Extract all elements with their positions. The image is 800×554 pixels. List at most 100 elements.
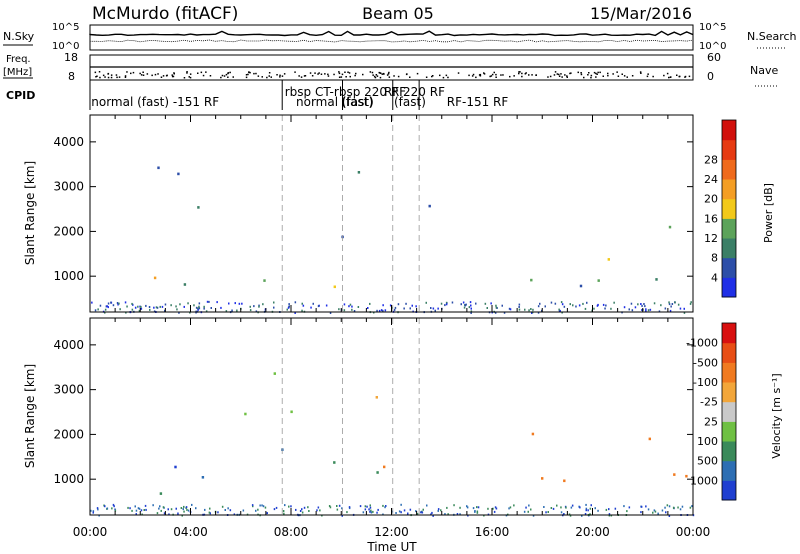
nsky-line <box>89 30 694 37</box>
nsky-trace <box>89 30 694 43</box>
echo-cell <box>369 302 371 305</box>
nave-point <box>556 73 559 75</box>
freq-tick-high: 18 <box>64 51 78 64</box>
echo-cell <box>284 504 286 507</box>
echo-cell <box>445 301 448 304</box>
nave-point <box>521 72 523 75</box>
nave-point <box>189 73 192 75</box>
beam-title: Beam 05 <box>362 4 434 23</box>
nave-point <box>647 73 649 75</box>
echo-cell <box>394 306 397 309</box>
nave-point <box>679 75 681 78</box>
echo-cell <box>494 311 497 314</box>
nave-point <box>493 71 495 74</box>
echo-cell <box>370 511 373 514</box>
nave-point <box>245 74 248 76</box>
nave-point <box>547 76 549 78</box>
nave-point <box>554 71 557 73</box>
nave-point <box>639 71 642 73</box>
echo-cell <box>582 302 584 305</box>
nave-point <box>255 72 257 75</box>
echo-cell <box>105 305 108 308</box>
colorbar-tick-label: 8 <box>711 252 718 265</box>
echo-cell <box>329 312 332 314</box>
echo-cell <box>571 504 574 507</box>
echo-cell <box>203 305 205 308</box>
echo-cell <box>301 302 303 305</box>
echo-cell <box>104 505 106 508</box>
echo-cell <box>501 304 503 307</box>
echo-cell <box>177 512 179 515</box>
echo-cell <box>384 506 386 509</box>
nave-point <box>281 75 284 77</box>
echo-cell <box>456 513 459 515</box>
echo-cell <box>422 508 424 511</box>
echo-cell <box>668 301 670 304</box>
echo-cell <box>319 509 321 512</box>
nave-point <box>564 74 566 76</box>
echo-cell <box>407 512 409 515</box>
colorbar-segment <box>722 179 736 200</box>
echo-cell <box>608 513 611 516</box>
nave-point <box>154 73 157 76</box>
echo-cell <box>249 309 252 312</box>
colorbar-segment <box>722 218 736 239</box>
colorbar-segment <box>722 323 736 344</box>
nave-point <box>142 74 145 76</box>
echo-cell <box>351 305 353 308</box>
echo-cell <box>198 305 200 308</box>
nave-point <box>416 72 419 75</box>
y-tick-label: 2000 <box>53 427 84 441</box>
velocity-axes: 1000 2000 3000 4000 <box>53 318 694 515</box>
echo-cell <box>495 304 497 307</box>
nave-point <box>221 74 224 77</box>
cpid-boundaries <box>281 80 420 110</box>
nave-point <box>500 74 502 76</box>
echo-cell <box>430 307 432 309</box>
nave-point <box>300 76 303 78</box>
echo-cell <box>415 510 417 513</box>
echo-cell <box>135 513 137 516</box>
echo-cell <box>378 309 381 312</box>
echo-cell <box>462 301 465 304</box>
echo-cell <box>138 309 141 312</box>
nave-point <box>104 76 106 78</box>
nave-point <box>279 76 281 78</box>
echo-cell <box>131 302 133 305</box>
nave-point <box>220 76 222 79</box>
nave-point <box>479 75 482 77</box>
echo-cell <box>295 508 297 511</box>
nave-point <box>583 76 585 79</box>
nave-point <box>107 72 110 75</box>
echo-cell <box>531 312 533 314</box>
echo-cell <box>338 308 340 311</box>
colorbar-segment <box>722 460 736 481</box>
echo-cell <box>197 206 200 209</box>
echo-cell <box>689 506 692 509</box>
y-tick-label: 2000 <box>53 224 84 238</box>
nave-point <box>311 75 314 77</box>
echo-cell <box>118 302 120 305</box>
echo-cell <box>195 306 198 309</box>
nave-point <box>245 76 248 79</box>
echo-cell <box>451 301 454 304</box>
echo-cell <box>432 307 435 310</box>
nave-point <box>621 73 623 75</box>
nave-point <box>663 74 665 77</box>
echo-cell <box>333 285 336 289</box>
echo-cell <box>241 302 243 305</box>
echo-cell <box>351 308 353 311</box>
echo-cell <box>177 172 180 176</box>
echo-cell <box>317 506 320 509</box>
echo-cell <box>415 305 417 308</box>
nave-point <box>617 75 620 77</box>
echo-cell <box>159 492 163 495</box>
nave-point <box>115 74 118 76</box>
echo-cell <box>589 507 592 510</box>
echo-cell <box>162 506 165 509</box>
nave-point <box>355 72 357 75</box>
echo-cell <box>286 308 288 311</box>
nave-point <box>338 76 341 78</box>
echo-cell <box>156 512 159 515</box>
nave-point <box>388 76 391 78</box>
